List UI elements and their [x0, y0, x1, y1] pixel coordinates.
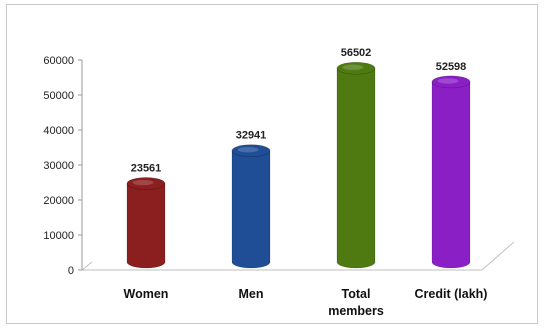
y-axis: 0 10000 20000 30000 40000 50000 60000 [43, 55, 83, 277]
data-label-men: 32941 [236, 130, 267, 142]
category-label-credit-lakh: Credit (lakh) [415, 287, 488, 301]
y-tick-label: 30000 [43, 160, 74, 172]
data-labels: 23561 32941 56502 52598 [131, 47, 467, 174]
data-label-women: 23561 [131, 163, 162, 175]
category-label-women: Women [124, 287, 169, 301]
bars [126, 61, 471, 269]
y-tick-label: 20000 [43, 195, 74, 207]
data-label-credit-lakh: 52598 [436, 61, 467, 73]
y-tick-label: 0 [68, 265, 74, 277]
x-axis-labels: Women Men Total members Credit (lakh) [124, 287, 488, 318]
chart-floor [81, 241, 515, 271]
bar-women [126, 177, 166, 269]
bar-total-members [336, 61, 376, 269]
data-label-total-members: 56502 [341, 47, 372, 59]
y-tick-label: 50000 [43, 90, 74, 102]
category-label-total-members: Total members [328, 287, 384, 318]
category-label-men: Men [239, 287, 264, 301]
floor-edge [82, 241, 515, 271]
y-tick-label: 10000 [43, 230, 74, 242]
y-tick-label: 60000 [43, 55, 74, 67]
y-tick-label: 40000 [43, 125, 74, 137]
floor-edge-left [81, 261, 93, 271]
bar-men [231, 144, 271, 269]
bar-credit-lakh [431, 75, 471, 269]
